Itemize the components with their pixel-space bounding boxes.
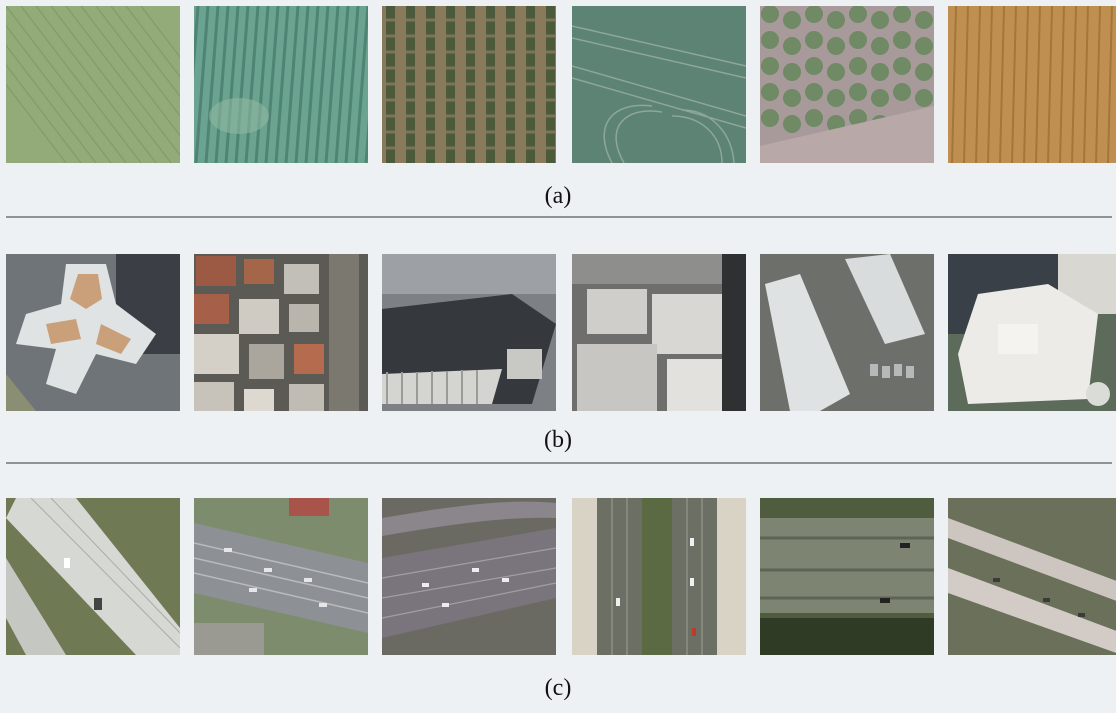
tile-dense-residential-roofs xyxy=(194,254,368,411)
field-with-tracks-image xyxy=(572,6,746,163)
bridge-over-vegetation-image xyxy=(948,498,1116,655)
tile-bridge-over-vegetation xyxy=(948,498,1116,655)
tile-white-complex-building xyxy=(948,254,1116,411)
tile-large-dark-roof-building xyxy=(382,254,556,411)
tile-diagonal-highway-trees xyxy=(6,498,180,655)
star-shaped-building-image xyxy=(6,254,180,411)
tile-harvested-wheat-field xyxy=(948,6,1116,163)
multi-lane-freeway-image xyxy=(194,498,368,655)
white-complex-building-image xyxy=(948,254,1116,411)
tile-farmland-grass-stripes xyxy=(6,6,180,163)
caption-a: (a) xyxy=(544,183,572,209)
farmland-grass-stripes-image xyxy=(6,6,180,163)
row-b: (b) xyxy=(0,254,1116,454)
tile-warehouses-and-lots xyxy=(760,254,934,411)
orchard-round-trees-image xyxy=(760,6,934,163)
vertical-divided-highway-image xyxy=(572,498,746,655)
tile-orchard-tree-rows xyxy=(382,6,556,163)
harvested-wheat-field-image xyxy=(948,6,1116,163)
highway-with-barriers-image xyxy=(760,498,934,655)
tile-field-with-tracks xyxy=(572,6,746,163)
caption-b: (b) xyxy=(544,427,572,453)
orchard-tree-rows-image xyxy=(382,6,556,163)
tile-farmland-green-rows xyxy=(194,6,368,163)
tile-multi-lane-freeway xyxy=(194,498,368,655)
tile-flat-roof-towers xyxy=(572,254,746,411)
divider-2 xyxy=(6,462,1112,464)
curved-highway-overpass-image xyxy=(382,498,556,655)
diagonal-highway-trees-image xyxy=(6,498,180,655)
farmland-green-rows-image xyxy=(194,6,368,163)
warehouses-and-lots-image xyxy=(760,254,934,411)
row-a: (a) xyxy=(0,6,1116,209)
tile-orchard-round-trees xyxy=(760,6,934,163)
tile-curved-highway-overpass xyxy=(382,498,556,655)
row-c: (c) xyxy=(0,498,1116,708)
dense-residential-roofs-image xyxy=(194,254,368,411)
tile-highway-with-barriers xyxy=(760,498,934,655)
large-dark-roof-building-image xyxy=(382,254,556,411)
flat-roof-towers-image xyxy=(572,254,746,411)
tile-vertical-divided-highway xyxy=(572,498,746,655)
tile-star-shaped-building xyxy=(6,254,180,411)
divider-1 xyxy=(6,216,1112,218)
caption-c: (c) xyxy=(544,675,572,701)
